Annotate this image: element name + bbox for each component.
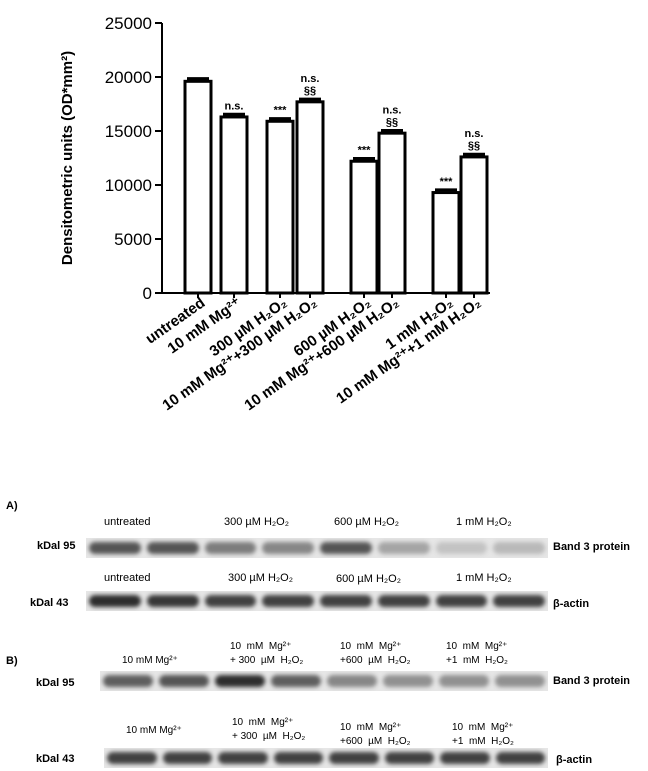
blot-band <box>440 752 490 764</box>
panel-b-label: B) <box>6 655 18 667</box>
bar-annotation: §§ <box>386 116 398 128</box>
a-band3-header-1mm: 1 mM H₂O₂ <box>456 516 512 528</box>
blot-band <box>493 595 545 607</box>
blot-band <box>204 542 257 554</box>
a-actin-kdal: kDal 43 <box>30 597 69 609</box>
b-band3-header-mg-1mm: 10 mM Mg²⁺ +1 mM H₂O₂ <box>446 641 508 666</box>
b-band3-header-mg: 10 mM Mg²⁺ <box>122 655 178 666</box>
blot-band <box>435 595 488 607</box>
a-actin-header-untreated: untreated <box>104 572 151 584</box>
y-tick-label: 0 <box>143 284 152 303</box>
b-actin-header-mg-600: 10 mM Mg²⁺ +600 µM H₂O₂ <box>340 722 411 747</box>
y-axis-label: Densitometric units (OD*mm²) <box>59 51 76 265</box>
b-band3-kdal: kDal 95 <box>36 677 75 689</box>
blot-band <box>384 752 434 764</box>
blot-band <box>271 675 321 687</box>
b-actin-blot <box>104 748 548 768</box>
blot-band <box>495 675 545 687</box>
b-band3-header-mg-600: 10 mM Mg²⁺ +600 µM H₂O₂ <box>340 641 411 666</box>
blot-band <box>329 752 379 764</box>
a-actin-label: β-actin <box>553 598 590 610</box>
blot-band <box>377 595 430 607</box>
y-tick-label: 10000 <box>105 176 152 195</box>
b-band3-blot <box>100 671 548 691</box>
a-actin-blot <box>86 591 548 611</box>
b-actin-kdal: kDal 43 <box>36 753 75 765</box>
blot-band <box>107 752 157 764</box>
y-tick-label: 5000 <box>114 230 152 249</box>
blot-band <box>103 675 153 687</box>
bar-annotation: §§ <box>468 140 480 152</box>
bar-annotation: *** <box>274 105 288 117</box>
a-band3-blot <box>86 538 548 558</box>
bar-annotation: *** <box>440 176 454 188</box>
bar-annotation: n.s. <box>383 104 402 116</box>
blot-band <box>377 542 430 554</box>
bar-annotation: n.s. <box>465 128 484 140</box>
bar <box>431 191 461 295</box>
b-actin-header-mg: 10 mM Mg²⁺ <box>126 725 182 736</box>
blot-band <box>204 595 257 607</box>
blot-band <box>89 542 141 554</box>
bar <box>265 119 295 295</box>
a-actin-header-1mm: 1 mM H₂O₂ <box>456 572 512 584</box>
a-band3-header-600: 600 µM H₂O₂ <box>334 516 400 528</box>
bar <box>183 79 213 295</box>
y-tick-label: 20000 <box>105 68 152 87</box>
b-actin-label: β-actin <box>556 754 593 766</box>
blot-band <box>320 595 372 607</box>
y-tick-label: 25000 <box>105 14 152 33</box>
blot-band <box>273 752 323 764</box>
b-actin-header-mg-300: 10 mM Mg²⁺ + 300 µM H₂O₂ <box>232 717 306 742</box>
blot-band <box>439 675 489 687</box>
blot-band <box>146 542 199 554</box>
a-band3-kdal: kDal 95 <box>37 540 76 552</box>
b-band3-protein-label: Band 3 protein <box>553 675 631 687</box>
blot-band <box>327 675 377 687</box>
bar-annotation: §§ <box>304 85 316 97</box>
blot-band <box>493 542 545 554</box>
y-tick-label: 15000 <box>105 122 152 141</box>
bar-annotation: n.s. <box>225 100 244 112</box>
blot-band <box>383 675 433 687</box>
bar <box>219 115 249 295</box>
b-actin-header-mg-1mm: 10 mM Mg²⁺ +1 mM H₂O₂ <box>452 722 514 747</box>
blot-band <box>162 752 212 764</box>
blot-band <box>435 542 488 554</box>
bar-chart: 0 5000 10000 15000 20000 25000 Densitometric u… <box>59 14 490 414</box>
panel-a-label: A) <box>6 500 18 512</box>
blot-band <box>320 542 372 554</box>
bar-annotation: n.s. <box>301 73 320 85</box>
a-band3-header-300: 300 µM H₂O₂ <box>224 516 290 528</box>
a-actin-header-600: 600 µM H₂O₂ <box>336 573 402 585</box>
bar <box>295 100 325 295</box>
blot-band <box>262 542 314 554</box>
bar <box>377 131 407 295</box>
b-band3-header-mg-300: 10 mM Mg²⁺ + 300 µM H₂O₂ <box>230 641 304 666</box>
blot-band <box>89 595 141 607</box>
blot-band <box>218 752 268 764</box>
blot-band <box>146 595 199 607</box>
blot-band <box>215 675 265 687</box>
blot-band <box>495 752 545 764</box>
bar <box>459 155 489 295</box>
blot-band <box>159 675 209 687</box>
bar <box>349 159 379 295</box>
bar-annotation: *** <box>358 145 372 157</box>
a-band3-header-untreated: untreated <box>104 516 151 528</box>
a-band3-protein-label: Band 3 protein <box>553 541 631 553</box>
a-actin-header-300: 300 µM H₂O₂ <box>228 572 294 584</box>
blot-band <box>262 595 314 607</box>
